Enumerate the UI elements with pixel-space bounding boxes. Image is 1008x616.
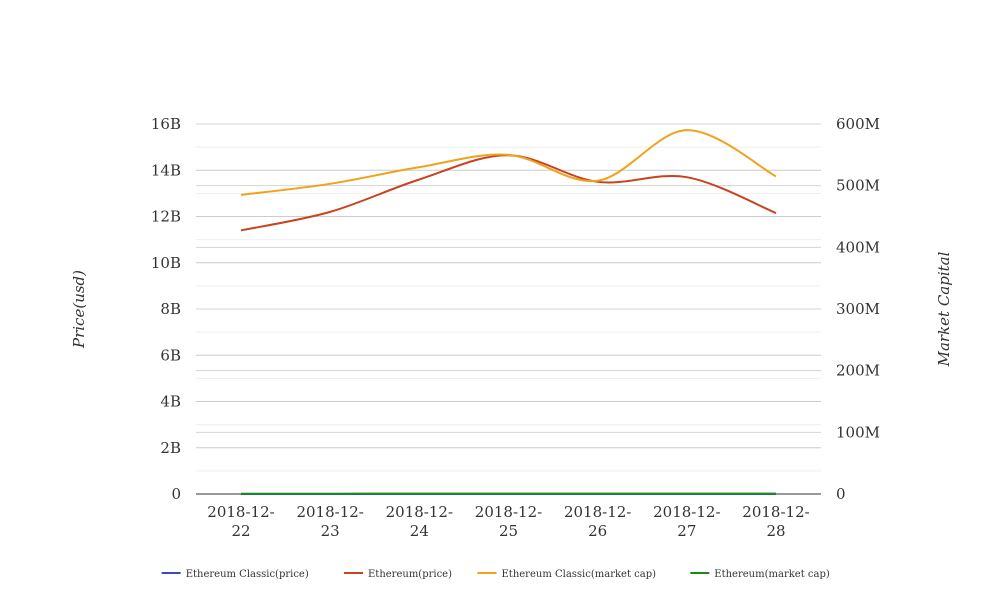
x-tick-label: 2018-12-28	[742, 503, 809, 540]
right-tick-label: 100M	[836, 423, 880, 441]
grid-lines	[196, 123, 821, 472]
legend: Ethereum Classic(price) Ethereum(price) Et…	[161, 569, 830, 580]
left-tick-label: 2B	[160, 439, 181, 457]
x-tick-label: 2018-12-22	[207, 503, 274, 540]
left-tick-label: 6B	[160, 346, 181, 364]
x-tick-label: 2018-12-25	[475, 503, 542, 540]
series-lines	[240, 129, 777, 496]
right-tick-label: 0	[836, 485, 846, 503]
legend-label-ethereum-classic-price: Ethereum Classic(price)	[186, 569, 309, 580]
left-tick-label: 10B	[151, 254, 181, 272]
x-tick-label: 2018-12-24	[386, 503, 453, 540]
left-tick-label: 4B	[160, 393, 181, 411]
left-tick-label: 14B	[151, 161, 181, 179]
left-tick-label: 0	[171, 485, 181, 503]
right-tick-label: 200M	[836, 362, 880, 380]
right-axis-title: Market Capital	[935, 251, 953, 367]
x-tick-label: 2018-12-23	[296, 503, 363, 540]
x-axis-ticks: 2018-12-22 2018-12-23 2018-12-24 2018-12-25…	[207, 503, 809, 540]
legend-label-ethereum-market-cap: Ethereum(market cap)	[714, 569, 830, 580]
left-tick-label: 12B	[151, 208, 181, 226]
right-tick-label: 300M	[836, 300, 880, 318]
left-tick-label: 8B	[160, 300, 181, 318]
left-tick-label: 16B	[151, 115, 181, 133]
left-y-axis-ticks: 0 2B 4B 6B 8B 10B 12B 14B 16B	[151, 115, 181, 503]
series-line-ethereum-price	[240, 154, 777, 232]
right-tick-label: 600M	[836, 115, 880, 133]
series-line-ethereum-classic-market-cap	[240, 129, 777, 196]
legend-label-ethereum-price: Ethereum(price)	[368, 569, 452, 580]
right-tick-label: 500M	[836, 177, 880, 195]
right-y-axis-ticks: 0 100M 200M 300M 400M 500M 600M	[836, 115, 880, 503]
x-tick-label: 2018-12-26	[564, 503, 631, 540]
right-tick-label: 400M	[836, 238, 880, 256]
left-axis-title: Price(usd)	[70, 270, 88, 349]
legend-label-ethereum-classic-market-cap: Ethereum Classic(market cap)	[502, 569, 657, 580]
x-tick-label: 2018-12-27	[653, 503, 720, 540]
